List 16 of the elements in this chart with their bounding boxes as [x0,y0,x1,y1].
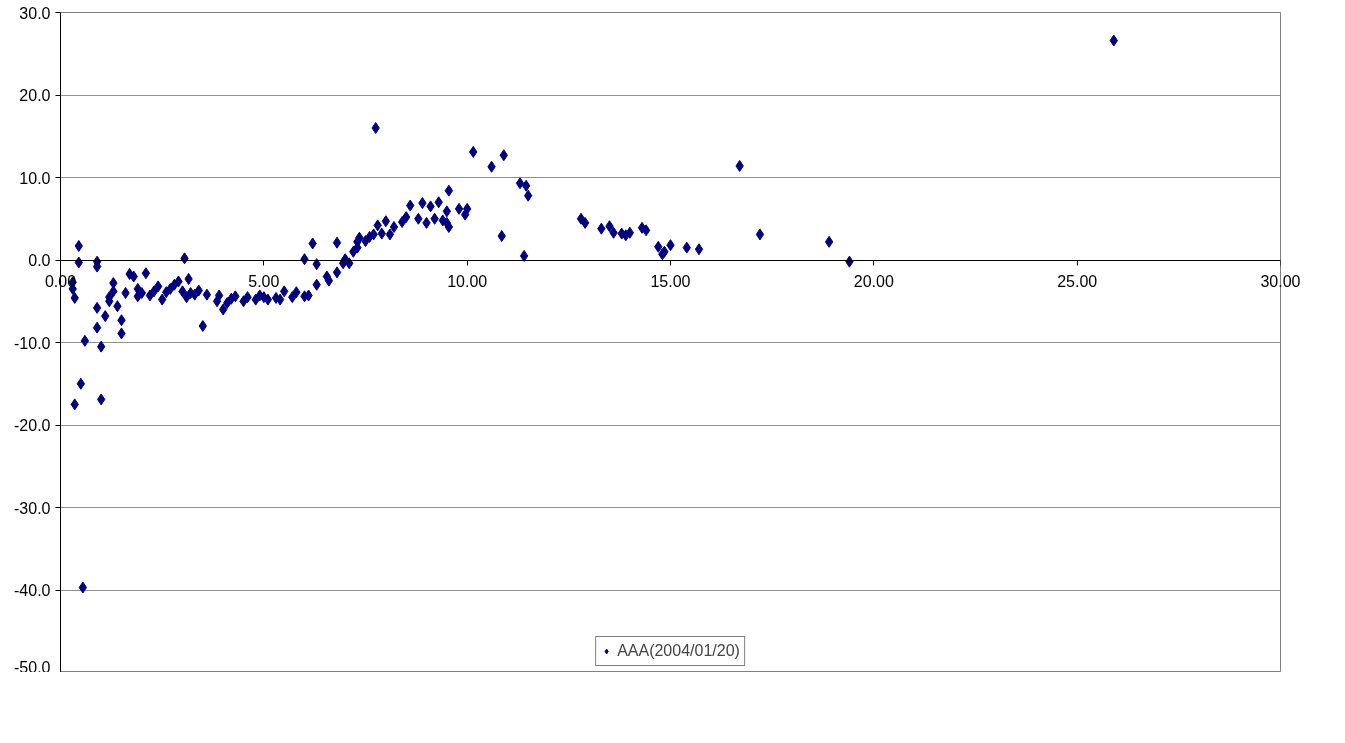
y-tick-label: 10.0 [19,169,51,187]
x-tick-label: 15.00 [650,272,691,290]
x-tick-label: 30.00 [1260,272,1301,290]
y-tick-label: -30.0 [14,499,51,517]
y-tick-label: 0.0 [28,252,51,269]
x-tick-label: 20.00 [853,272,894,290]
legend-label: AAA(2004/01/20) [617,642,740,660]
x-tick-label: 25.00 [1057,272,1098,290]
y-tick-label: -20.0 [14,417,51,434]
x-tick-label: 10.00 [447,272,488,290]
x-tick-label: 5.00 [248,272,280,290]
y-tick-label: -50.0 [14,658,51,676]
y-tick-label: 30.0 [19,4,51,22]
y-tick-label: -40.0 [14,582,51,599]
y-tick-label: 20.0 [19,87,51,104]
y-tick-label: -10.0 [14,334,51,352]
